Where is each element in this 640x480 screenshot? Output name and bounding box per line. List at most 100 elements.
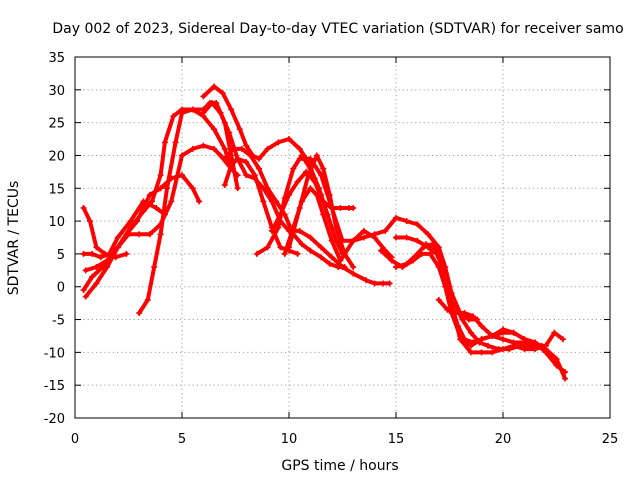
data-point xyxy=(153,204,160,211)
data-point xyxy=(521,346,528,353)
data-point xyxy=(478,349,485,356)
data-point xyxy=(114,244,121,251)
data-point xyxy=(217,152,224,159)
data-point xyxy=(219,90,226,97)
y-tick-label: 30 xyxy=(48,84,65,99)
data-point xyxy=(311,178,318,185)
data-point xyxy=(221,181,228,188)
data-point xyxy=(136,309,143,316)
data-point xyxy=(350,204,357,211)
data-point xyxy=(371,231,378,238)
data-point xyxy=(82,293,89,300)
data-point xyxy=(200,142,207,149)
data-point xyxy=(360,227,367,234)
data-point xyxy=(452,309,459,316)
data-point xyxy=(296,227,303,234)
data-point xyxy=(228,106,235,113)
series-line-12 xyxy=(269,169,356,233)
data-point xyxy=(296,155,303,162)
data-point xyxy=(157,172,164,179)
data-point xyxy=(211,126,218,133)
data-point xyxy=(542,349,549,356)
data-point xyxy=(339,237,346,244)
data-point xyxy=(104,257,111,264)
data-point xyxy=(328,204,335,211)
data-point xyxy=(157,231,164,238)
data-point xyxy=(360,234,367,241)
data-point xyxy=(442,277,449,284)
x-tick-label: 0 xyxy=(71,432,79,447)
data-point xyxy=(260,198,267,205)
data-point xyxy=(350,264,357,271)
x-tick-label: 10 xyxy=(281,432,298,447)
data-point xyxy=(144,296,151,303)
data-point xyxy=(307,155,314,162)
data-point xyxy=(337,204,344,211)
data-point xyxy=(318,244,325,251)
data-point xyxy=(465,316,472,323)
data-point xyxy=(399,264,406,271)
data-point xyxy=(500,346,506,353)
data-point xyxy=(470,339,477,346)
data-point xyxy=(264,244,271,251)
data-point xyxy=(114,234,121,241)
data-point xyxy=(478,336,485,343)
y-tick-label: 20 xyxy=(48,149,65,164)
data-point xyxy=(146,191,153,198)
data-point xyxy=(228,162,235,169)
data-point xyxy=(179,152,185,159)
data-point xyxy=(189,185,196,192)
y-tick-label: -10 xyxy=(44,346,65,361)
data-point xyxy=(418,250,425,257)
data-point xyxy=(403,234,410,241)
data-point xyxy=(243,142,250,149)
data-point xyxy=(256,155,263,162)
data-point xyxy=(264,145,271,152)
data-point xyxy=(268,227,275,234)
data-point xyxy=(478,323,485,330)
data-point xyxy=(230,145,237,152)
data-point xyxy=(168,198,175,205)
data-point xyxy=(467,329,474,336)
data-point xyxy=(93,280,100,287)
data-point xyxy=(371,280,378,287)
series-line-4 xyxy=(83,143,240,299)
data-point xyxy=(429,241,436,248)
data-point xyxy=(140,208,147,215)
data-point xyxy=(89,250,96,257)
data-point xyxy=(286,191,292,198)
data-point xyxy=(80,204,87,211)
data-point xyxy=(256,165,263,172)
data-point xyxy=(149,198,156,205)
axis-ticks: 0 5 10 15 20 25 -20 -15 -10 -5 0 5 10 15 20 25 30 35 xyxy=(44,51,619,447)
data-point xyxy=(467,349,474,356)
data-point xyxy=(378,247,385,254)
data-point xyxy=(211,83,218,90)
y-tick-label: 10 xyxy=(48,215,65,230)
y-tick-label: -5 xyxy=(52,314,65,329)
data-point xyxy=(200,93,207,100)
y-axis-label: SDTVAR / TECUs xyxy=(6,181,22,296)
data-point xyxy=(89,273,96,280)
data-point xyxy=(127,218,134,225)
data-point xyxy=(305,172,312,179)
x-tick-label: 5 xyxy=(178,432,186,447)
data-point xyxy=(461,309,468,316)
y-tick-label: 0 xyxy=(57,281,65,296)
data-point xyxy=(386,280,393,287)
data-point xyxy=(243,159,250,166)
plot-frame xyxy=(74,56,611,419)
data-point xyxy=(179,109,185,116)
data-point xyxy=(380,280,387,287)
y-tick-label: -15 xyxy=(44,379,65,394)
data-point xyxy=(341,250,348,257)
data-point xyxy=(127,224,134,231)
data-point xyxy=(281,250,288,257)
data-point xyxy=(435,254,442,261)
data-point xyxy=(470,313,477,320)
data-point xyxy=(253,250,260,257)
data-point xyxy=(350,270,357,277)
data-point xyxy=(382,227,389,234)
data-point xyxy=(410,257,417,264)
data-point xyxy=(388,257,395,264)
